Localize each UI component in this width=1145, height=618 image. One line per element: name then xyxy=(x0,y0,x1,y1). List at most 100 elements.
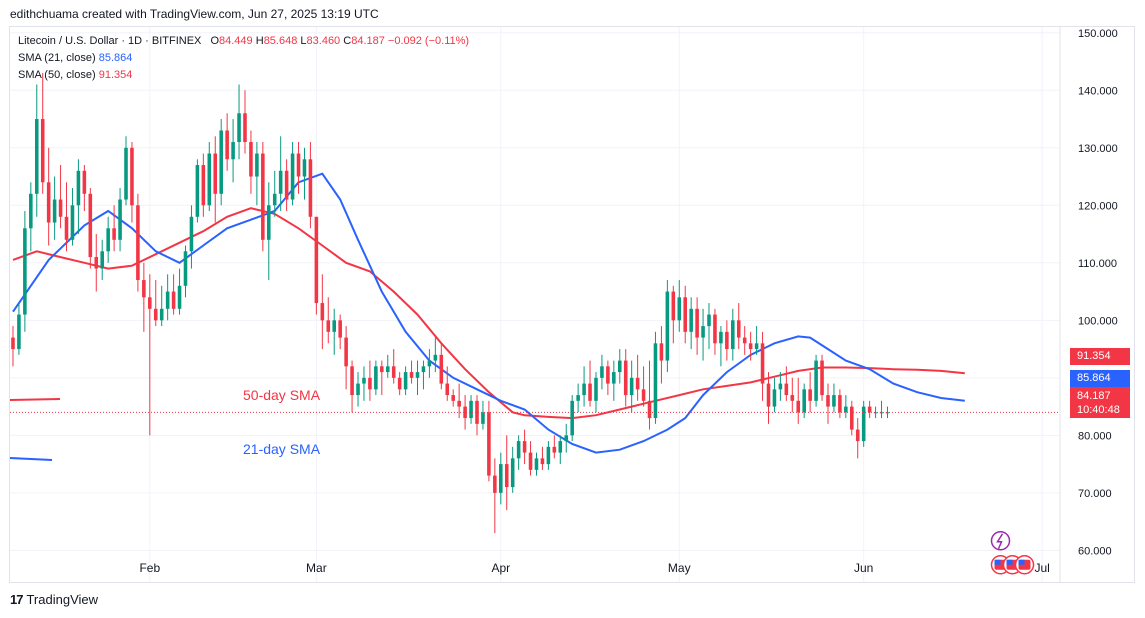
candle-body xyxy=(885,412,890,414)
candle-body xyxy=(332,320,337,332)
candle-body xyxy=(64,216,69,240)
candle-body xyxy=(457,400,461,407)
candle-body xyxy=(165,291,170,309)
candle-body xyxy=(278,170,283,194)
candle-body xyxy=(136,205,140,281)
legend-symbol[interactable]: Litecoin / U.S. Dollar · 1D · BITFINEX xyxy=(18,35,202,47)
candle-body xyxy=(772,389,777,407)
candle-body xyxy=(677,297,682,321)
candle-body xyxy=(742,337,747,344)
y-tick-label: 80.000 xyxy=(1078,430,1112,442)
x-tick-label: Apr xyxy=(491,561,510,575)
bar-countdown: 10:40:48 xyxy=(1077,404,1120,416)
candle-body xyxy=(713,314,717,344)
sma50-line xyxy=(12,207,965,420)
candle-body xyxy=(94,257,99,269)
sma21-legend[interactable]: SMA (21, close) 85.864 xyxy=(18,52,132,64)
candle-body xyxy=(820,360,824,396)
candle-body xyxy=(350,366,354,396)
candle-body xyxy=(302,159,307,177)
sma21-price-tag: 85.864 xyxy=(1070,370,1130,387)
candle-body xyxy=(540,458,545,465)
candle-body xyxy=(653,343,658,419)
x-tick-label: Jul xyxy=(1034,561,1049,575)
candle-body xyxy=(588,383,592,401)
us-flag-canton-icon xyxy=(994,559,1001,565)
legend-change: −0.092 (−0.11%) xyxy=(387,35,470,47)
candle-body xyxy=(397,377,402,390)
candle-body xyxy=(296,153,301,177)
candle-body xyxy=(814,360,818,401)
candle-body xyxy=(689,308,693,332)
candle-body xyxy=(850,406,854,430)
legend-open-label: O xyxy=(210,35,220,47)
candle-body xyxy=(445,383,450,396)
candle-body xyxy=(433,354,438,361)
sma21-legend-label: SMA (21, close) xyxy=(18,52,96,64)
candle-body xyxy=(344,337,348,367)
y-tick-label: 140.000 xyxy=(1078,85,1118,97)
candle-body xyxy=(516,441,521,459)
candle-body xyxy=(201,165,206,206)
candle-body xyxy=(153,308,158,321)
candle-body xyxy=(552,446,557,453)
candle-body xyxy=(796,400,801,413)
candle-body xyxy=(225,130,229,160)
candle-body xyxy=(261,153,265,240)
candle-body xyxy=(124,147,128,200)
candle-body xyxy=(421,366,426,373)
candle-body xyxy=(58,199,63,217)
candle-body xyxy=(272,193,277,206)
sma21-annotation: 21-day SMA xyxy=(243,441,321,457)
x-tick-label: Mar xyxy=(306,561,327,575)
candle-body xyxy=(148,297,152,309)
y-tick-label: 60.000 xyxy=(1078,545,1112,557)
candle-body xyxy=(731,320,735,350)
candle-body xyxy=(314,216,319,304)
candle-body xyxy=(70,205,75,240)
candle-body xyxy=(439,354,444,384)
candle-body xyxy=(219,130,223,194)
last-price-tag: 84.187 10:40:48 xyxy=(1070,387,1130,418)
candle-body xyxy=(701,326,705,338)
ohlc-legend: Litecoin / U.S. Dollar · 1D · BITFINEX O… xyxy=(18,35,469,47)
candle-body xyxy=(766,383,771,407)
candle-body xyxy=(867,406,872,413)
legend-low-value: 83.460 xyxy=(306,35,341,47)
y-tick-label: 120.000 xyxy=(1078,200,1118,212)
candle-body xyxy=(130,147,134,206)
x-tick-label: Feb xyxy=(139,561,160,575)
sma50-price-tag: 91.354 xyxy=(1070,348,1130,365)
candle-body xyxy=(23,228,27,315)
candle-body xyxy=(368,377,372,390)
candle-body xyxy=(665,291,670,361)
lightning-bolt-icon xyxy=(996,533,1004,550)
candle-body xyxy=(249,142,253,177)
tradingview-logo: 17 xyxy=(10,592,24,607)
candle-body xyxy=(290,153,295,200)
candle-body xyxy=(284,170,289,200)
candle-body xyxy=(707,314,711,327)
candle-body xyxy=(600,366,604,378)
candle-body xyxy=(308,159,313,217)
candle-body xyxy=(754,343,759,350)
candle-body xyxy=(243,113,247,143)
candle-body xyxy=(374,366,378,390)
sma50-annotation: 50-day SMA xyxy=(243,387,321,403)
sma50-legend-value: 91.354 xyxy=(98,69,133,81)
candle-body xyxy=(576,395,580,401)
candle-body xyxy=(463,406,467,419)
sma21-legend-value: 85.864 xyxy=(98,52,133,64)
candle-body xyxy=(528,452,533,470)
candle-body xyxy=(177,285,182,309)
tradingview-footer[interactable]: 17 TradingView xyxy=(10,592,98,607)
sma50-legend-label: SMA (50, close) xyxy=(18,69,96,81)
tradingview-brand: TradingView xyxy=(26,592,99,607)
candle-body xyxy=(17,314,21,350)
candle-body xyxy=(29,193,33,229)
sma50-legend[interactable]: SMA (50, close) 91.354 xyxy=(18,69,132,81)
candle-body xyxy=(415,372,420,378)
candle-body xyxy=(719,331,723,344)
candle-body xyxy=(403,372,408,390)
